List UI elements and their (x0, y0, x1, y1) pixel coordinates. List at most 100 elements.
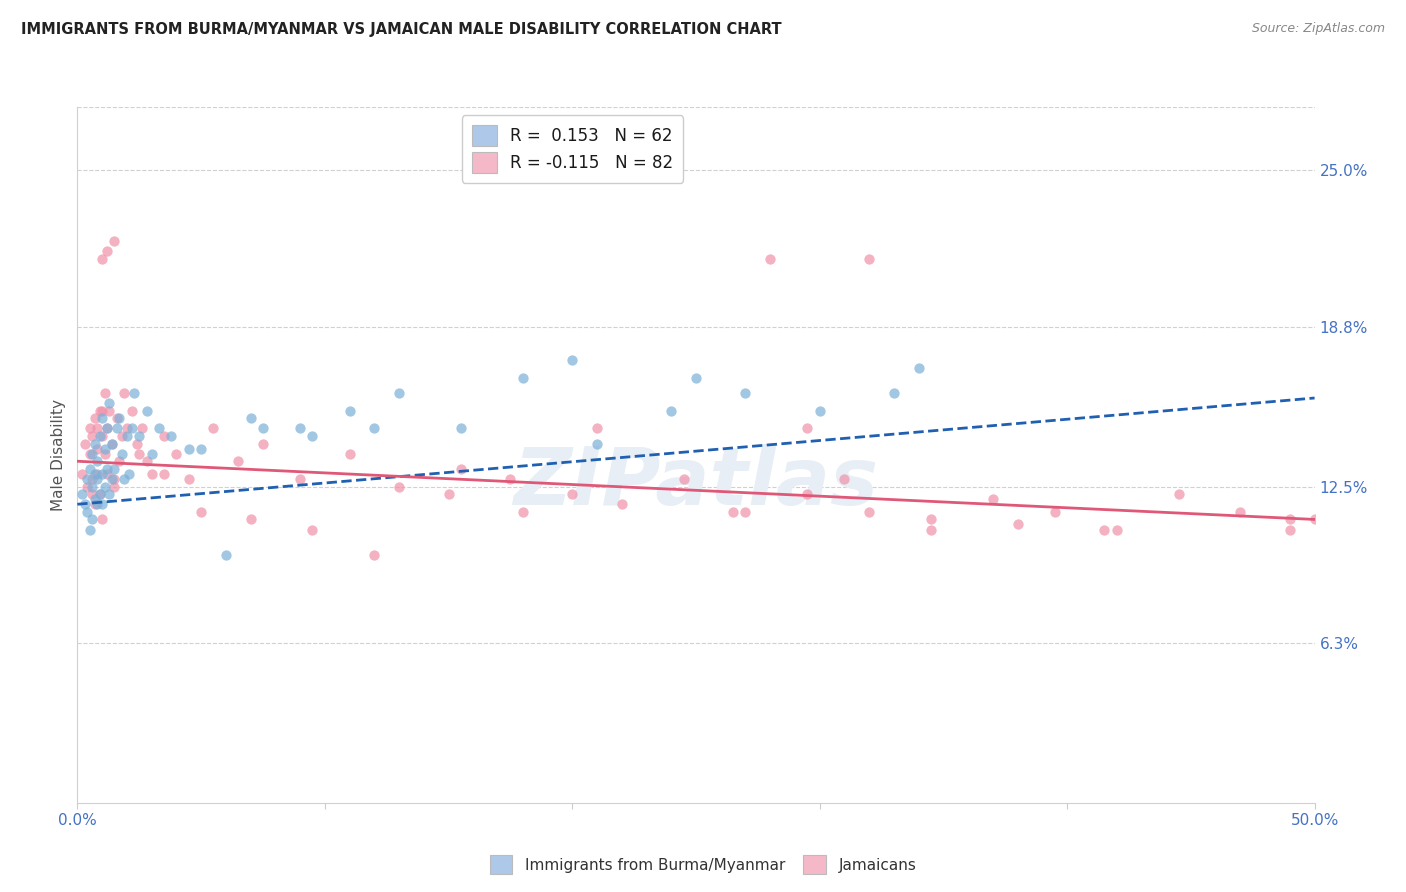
Point (190, 505, 212, 519)
Y-axis label: Male Disability: Male Disability (51, 399, 66, 511)
Point (734, 386, 756, 401)
Point (83, 467, 105, 481)
Point (190, 442, 212, 456)
Point (239, 512, 262, 526)
Point (659, 403, 682, 417)
Point (103, 462, 125, 476)
Point (301, 523, 323, 537)
Point (288, 421, 311, 435)
Point (86, 467, 108, 481)
Point (141, 467, 163, 481)
Point (834, 472, 856, 486)
Point (82, 479, 104, 493)
Point (112, 386, 135, 401)
Point (512, 505, 534, 519)
Point (86, 442, 108, 456)
Point (685, 370, 707, 384)
Point (96, 462, 118, 476)
Point (1007, 517, 1029, 532)
Point (858, 505, 880, 519)
Point (437, 487, 460, 501)
Point (89, 487, 111, 501)
Legend: Immigrants from Burma/Myanmar, Jamaicans: Immigrants from Burma/Myanmar, Jamaicans (484, 849, 922, 880)
Point (920, 523, 942, 537)
Point (96, 467, 118, 481)
Point (82, 472, 104, 486)
Point (135, 454, 157, 468)
Point (883, 386, 905, 401)
Point (105, 421, 128, 435)
Point (1278, 523, 1301, 537)
Text: ZIPatlas: ZIPatlas (513, 443, 879, 522)
Point (82, 447, 104, 461)
Point (101, 436, 124, 450)
Point (153, 467, 176, 481)
Point (101, 436, 124, 450)
Point (165, 447, 187, 461)
Point (89, 403, 111, 417)
Point (72, 467, 94, 481)
Point (96, 421, 118, 435)
Point (73, 436, 96, 450)
Point (907, 360, 929, 375)
Point (89, 487, 111, 501)
Point (1278, 512, 1301, 526)
Point (79, 421, 101, 435)
Point (83, 436, 105, 450)
Point (91, 403, 114, 417)
Point (108, 411, 131, 425)
Point (76, 505, 98, 519)
Point (339, 403, 361, 417)
Point (101, 472, 124, 486)
Point (1229, 505, 1251, 519)
Point (86, 454, 108, 468)
Point (83, 492, 105, 507)
Point (135, 403, 157, 417)
Point (128, 447, 150, 461)
Point (103, 234, 125, 248)
Point (1105, 523, 1128, 537)
Point (121, 421, 143, 435)
Point (721, 505, 744, 519)
Point (83, 497, 105, 511)
Point (72, 487, 94, 501)
Point (388, 479, 411, 493)
Point (796, 487, 818, 501)
Point (93, 442, 115, 456)
Point (239, 411, 262, 425)
Point (91, 467, 114, 481)
Point (82, 487, 104, 501)
Point (115, 429, 138, 443)
Point (82, 429, 104, 443)
Point (82, 512, 104, 526)
Point (112, 472, 135, 486)
Point (1092, 523, 1115, 537)
Point (586, 436, 609, 450)
Point (91, 512, 114, 526)
Point (858, 252, 880, 266)
Point (103, 479, 125, 493)
Point (93, 386, 115, 401)
Point (105, 411, 128, 425)
Point (363, 421, 385, 435)
Point (115, 421, 138, 435)
Point (586, 421, 609, 435)
Point (808, 403, 831, 417)
Point (796, 421, 818, 435)
Point (86, 472, 108, 486)
Point (610, 497, 633, 511)
Point (759, 252, 782, 266)
Point (339, 447, 361, 461)
Point (83, 411, 105, 425)
Point (121, 403, 143, 417)
Point (388, 386, 411, 401)
Point (89, 429, 111, 443)
Point (98, 487, 121, 501)
Point (103, 472, 125, 486)
Point (1043, 505, 1066, 519)
Point (91, 497, 114, 511)
Point (512, 370, 534, 384)
Point (98, 403, 121, 417)
Point (86, 497, 108, 511)
Point (96, 421, 118, 435)
